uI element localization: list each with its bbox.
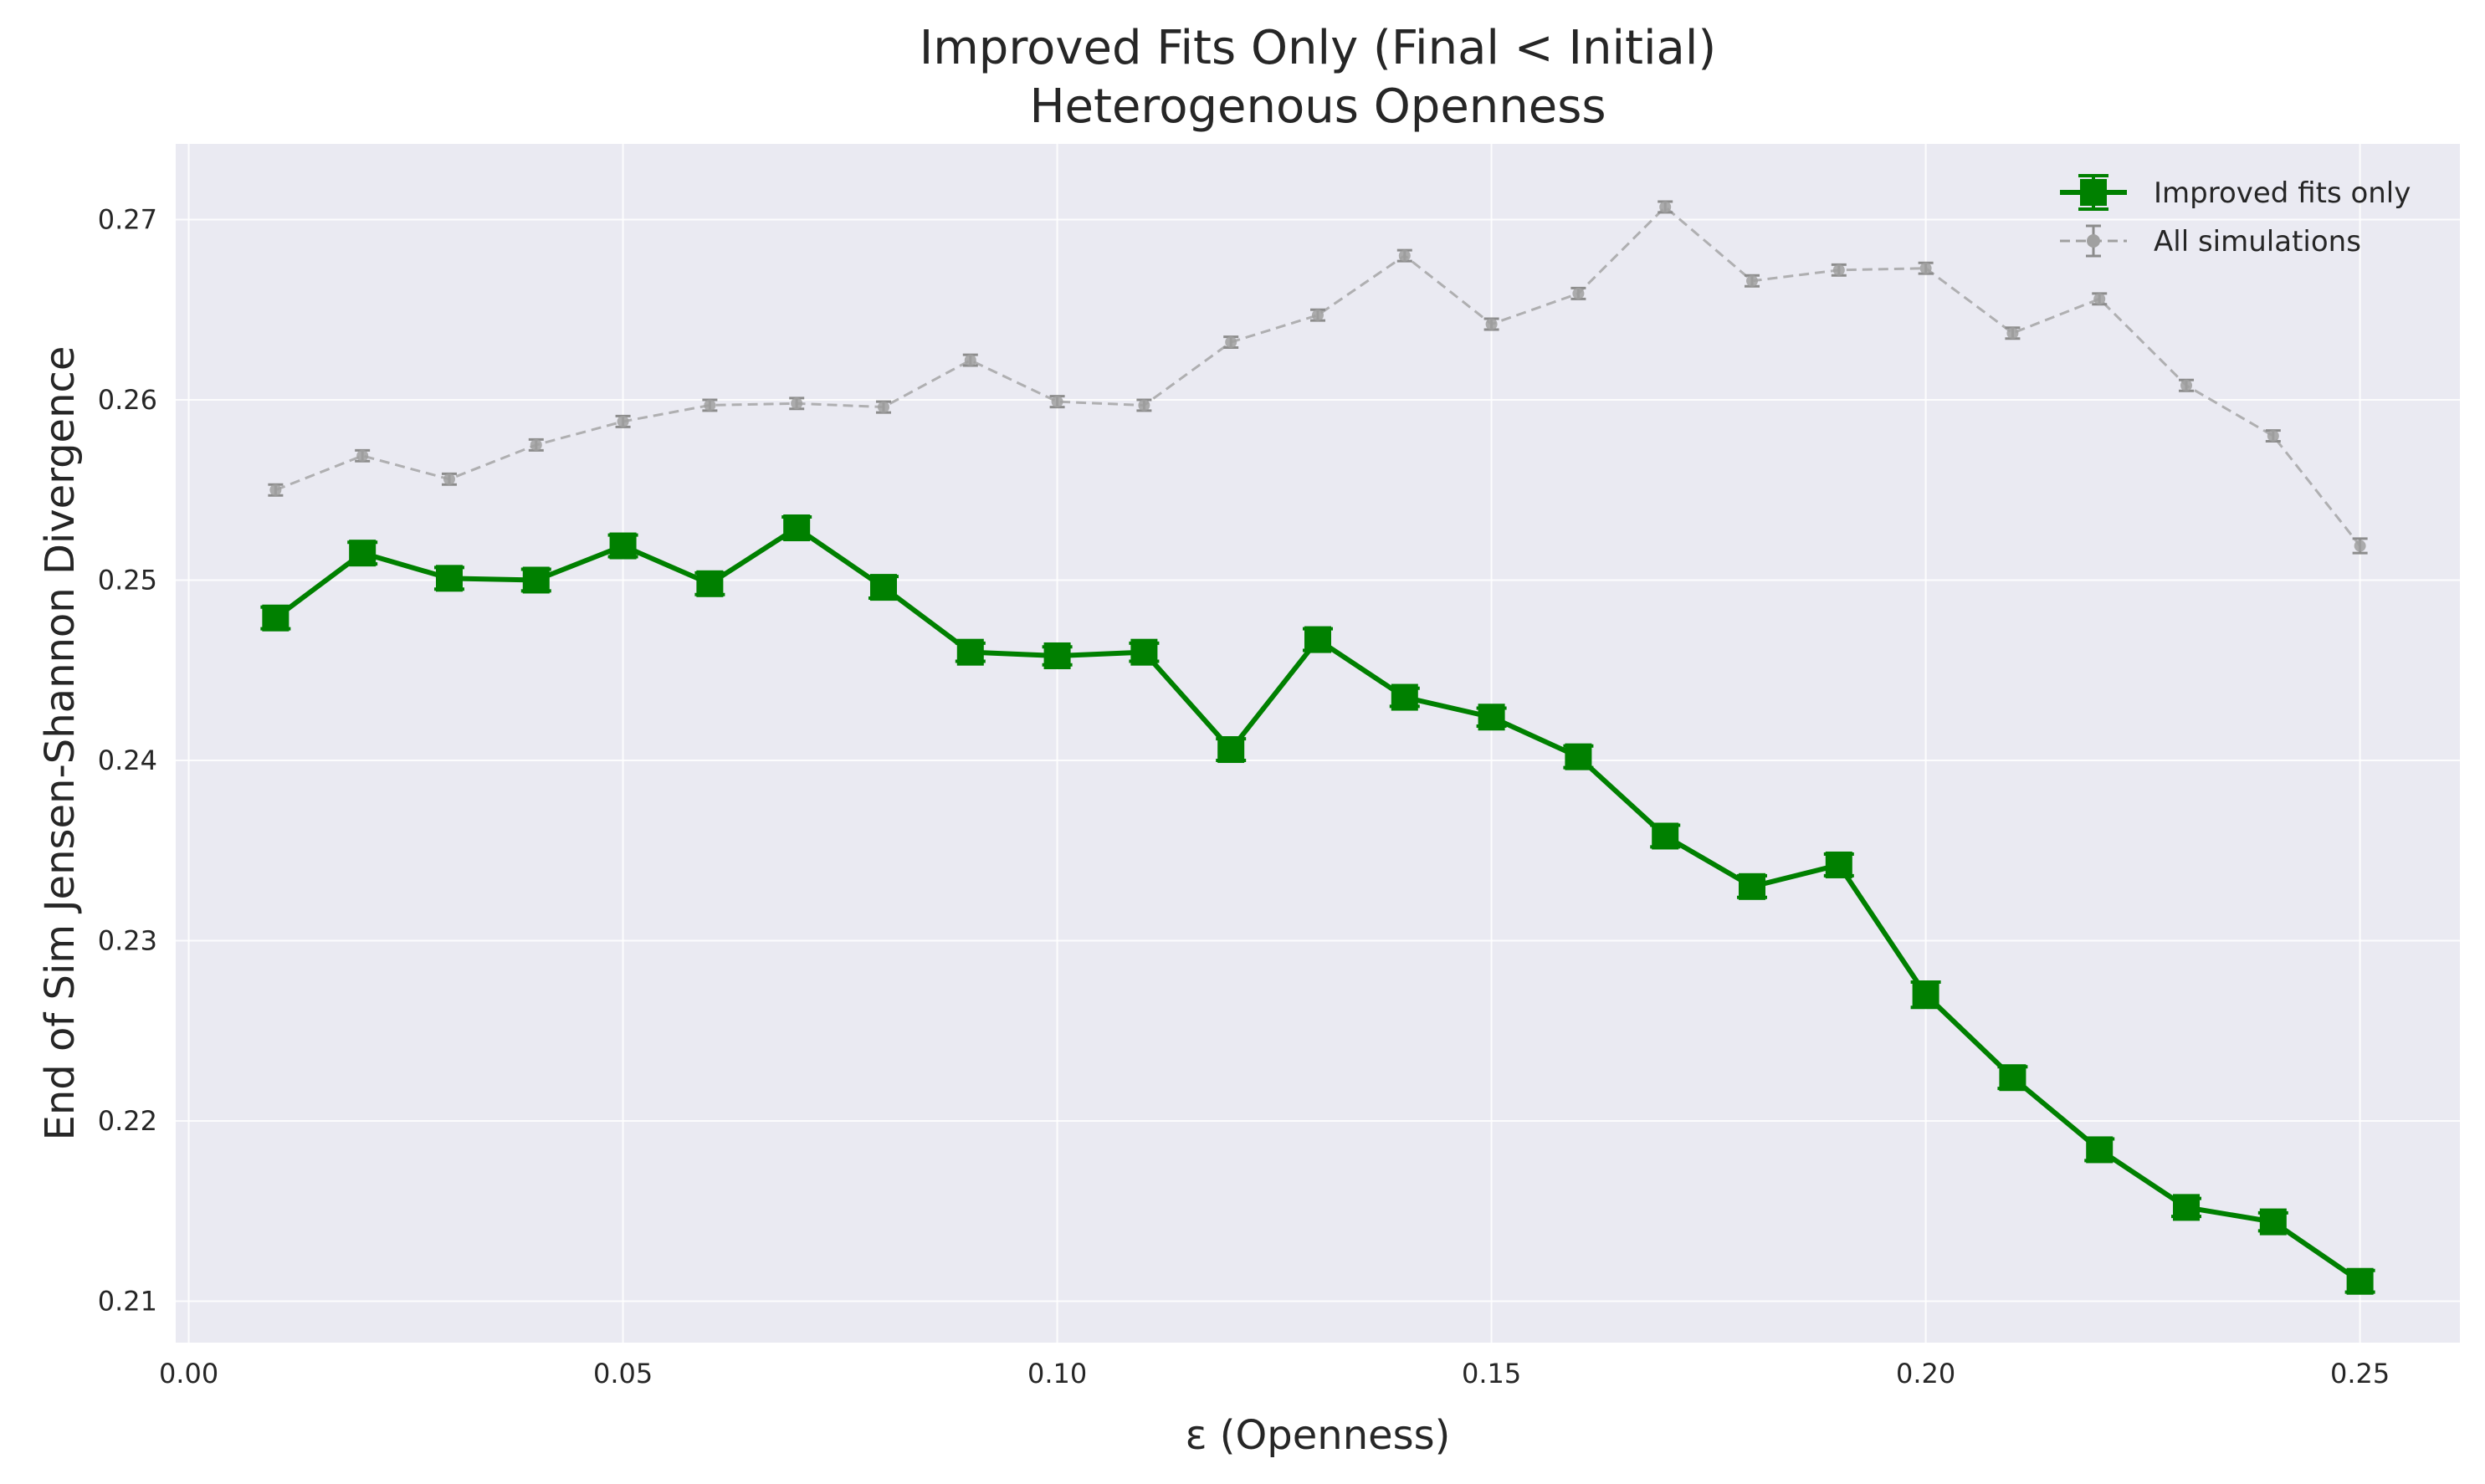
data-point bbox=[783, 514, 811, 541]
series-all-simulations bbox=[268, 200, 2368, 555]
data-point bbox=[530, 438, 542, 451]
data-point bbox=[443, 473, 455, 485]
x-tick-label: 0.05 bbox=[593, 1358, 653, 1389]
data-point bbox=[1225, 336, 1237, 349]
data-point bbox=[1138, 399, 1150, 412]
data-point bbox=[1659, 201, 1672, 213]
y-tick-label: 0.22 bbox=[98, 1105, 157, 1137]
legend: Improved fits only All simulations bbox=[2060, 174, 2411, 258]
data-point bbox=[1572, 287, 1585, 299]
data-point bbox=[435, 565, 463, 592]
data-point bbox=[1398, 249, 1411, 262]
data-point bbox=[1217, 736, 1245, 764]
x-tick-label: 0.25 bbox=[2330, 1358, 2390, 1389]
data-point bbox=[2354, 540, 2366, 552]
legend-entry-improved: Improved fits only bbox=[2060, 174, 2411, 211]
data-point bbox=[877, 401, 889, 413]
data-point bbox=[869, 574, 897, 601]
data-point bbox=[1746, 274, 1759, 287]
data-point bbox=[1912, 981, 1939, 1009]
data-point bbox=[1999, 1064, 2026, 1092]
data-point bbox=[696, 570, 724, 597]
data-point bbox=[956, 638, 984, 666]
legend-marker-improved bbox=[2060, 174, 2127, 211]
data-point bbox=[1130, 638, 1158, 666]
data-point bbox=[1739, 872, 1766, 900]
data-point bbox=[1051, 396, 1063, 408]
legend-marker-all bbox=[2060, 224, 2127, 258]
chart-subtitle: Heterogenous Openness bbox=[1029, 79, 1606, 134]
chart-title: Improved Fits Only (Final < Initial) bbox=[920, 21, 1717, 75]
y-tick-label: 0.26 bbox=[98, 384, 157, 416]
data-point bbox=[1312, 309, 1324, 321]
data-point bbox=[1919, 262, 1932, 274]
data-point bbox=[2180, 379, 2193, 391]
y-tick-label: 0.27 bbox=[98, 204, 157, 236]
data-point bbox=[2259, 1208, 2287, 1236]
data-point bbox=[2173, 1194, 2201, 1221]
legend-circle bbox=[2087, 234, 2100, 248]
data-point bbox=[964, 354, 976, 366]
x-tick-label: 0.20 bbox=[1896, 1358, 1955, 1389]
x-tick-label: 0.15 bbox=[1462, 1358, 1521, 1389]
data-point bbox=[704, 399, 716, 412]
data-point bbox=[2093, 293, 2106, 305]
y-axis-label: End of Sim Jensen-Shannon Divergence bbox=[37, 346, 84, 1141]
data-point bbox=[269, 484, 282, 496]
data-point bbox=[1565, 743, 1592, 770]
data-point bbox=[356, 449, 369, 462]
data-point bbox=[522, 566, 550, 594]
x-tick-label: 0.00 bbox=[159, 1358, 218, 1389]
legend-label-improved: Improved fits only bbox=[2154, 177, 2411, 210]
data-point bbox=[2267, 430, 2279, 443]
plot-area bbox=[176, 144, 2460, 1343]
data-point bbox=[1478, 704, 1505, 731]
data-point bbox=[349, 540, 377, 567]
data-point bbox=[1304, 626, 1331, 653]
tick-labels: 0.00 0.05 0.10 0.15 0.20 0.25 0.21 0.22 0.23 0.24… bbox=[98, 204, 2390, 1389]
y-tick-label: 0.23 bbox=[98, 924, 157, 956]
y-tick-label: 0.21 bbox=[98, 1285, 157, 1317]
data-point bbox=[2086, 1136, 2114, 1164]
x-axis-label: ε (Openness) bbox=[1186, 1412, 1451, 1459]
series-layer bbox=[260, 200, 2375, 1295]
data-point bbox=[791, 397, 803, 410]
data-point bbox=[617, 415, 629, 427]
data-point bbox=[1391, 683, 1418, 711]
x-tick-label: 0.10 bbox=[1027, 1358, 1087, 1389]
legend-square bbox=[2080, 179, 2107, 206]
legend-label-all: All simulations bbox=[2154, 225, 2361, 258]
grid bbox=[176, 144, 2460, 1343]
y-tick-label: 0.24 bbox=[98, 745, 157, 776]
data-point bbox=[609, 532, 637, 560]
data-point bbox=[1043, 642, 1071, 669]
data-point bbox=[2006, 327, 2019, 340]
legend-entry-all: All simulations bbox=[2060, 224, 2361, 258]
data-point bbox=[1825, 851, 1852, 878]
data-point bbox=[1652, 822, 1679, 850]
data-point bbox=[1485, 318, 1498, 330]
data-point bbox=[1832, 264, 1845, 276]
series-improved-fits bbox=[260, 514, 2375, 1295]
data-point bbox=[2346, 1267, 2374, 1295]
data-point bbox=[262, 604, 289, 632]
y-tick-label: 0.25 bbox=[98, 564, 157, 596]
